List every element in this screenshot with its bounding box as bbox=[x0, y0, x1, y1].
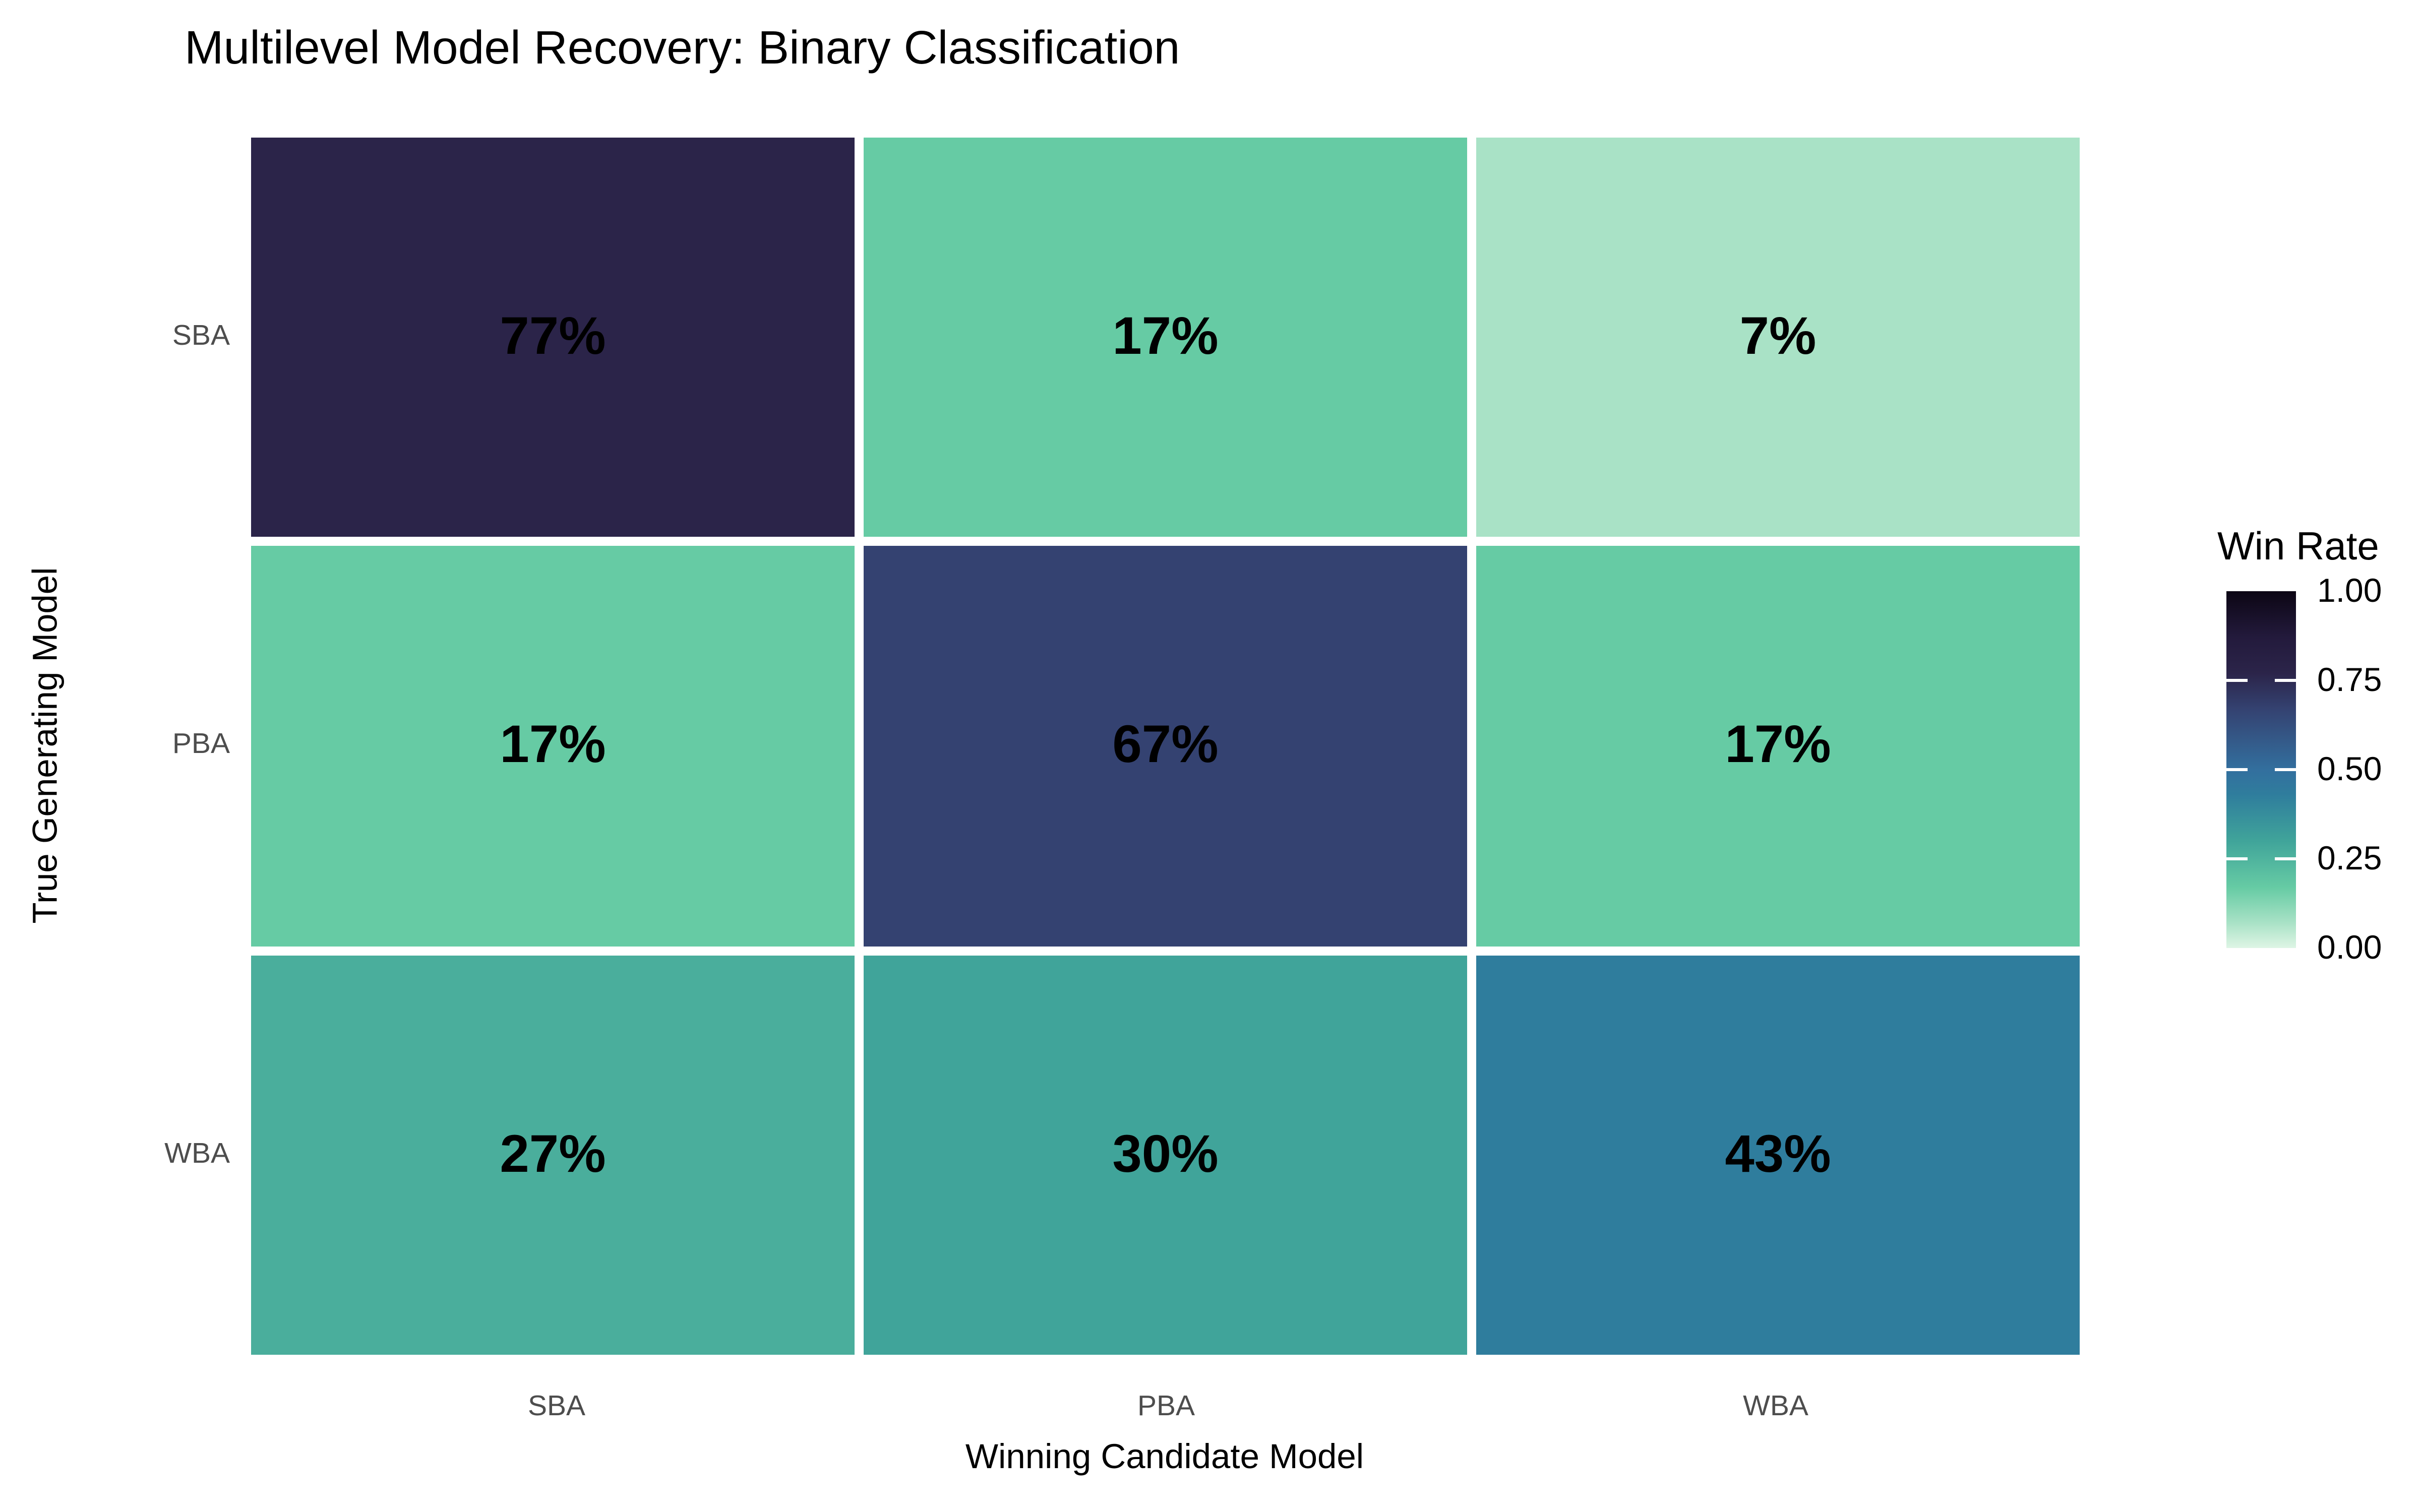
chart-title: Multilevel Model Recovery: Binary Classi… bbox=[185, 21, 1180, 74]
legend-tick-mark bbox=[2275, 679, 2296, 682]
y-axis-title: True Generating Model bbox=[25, 567, 65, 924]
heatmap-cell: 17% bbox=[1476, 546, 2080, 946]
heatmap-cell: 7% bbox=[1476, 138, 2080, 537]
legend-tick-mark bbox=[2226, 679, 2248, 682]
heatmap-cell: 17% bbox=[864, 138, 1467, 537]
heatmap-cell: 17% bbox=[251, 546, 855, 946]
legend-colorbar bbox=[2226, 591, 2296, 948]
heatmap-cell: 30% bbox=[864, 955, 1467, 1355]
heatmap-cell: 27% bbox=[251, 955, 855, 1355]
heatmap-cell: 77% bbox=[251, 138, 855, 537]
x-tick-label-pba: PBA bbox=[1137, 1391, 1195, 1423]
y-tick-label-wba: WBA bbox=[164, 1139, 230, 1170]
y-tick-label-pba: PBA bbox=[172, 729, 230, 761]
x-axis-title: Winning Candidate Model bbox=[965, 1436, 1364, 1476]
legend-tick-mark bbox=[2226, 768, 2248, 771]
legend-tick-mark bbox=[2226, 857, 2248, 860]
legend-tick-mark bbox=[2275, 768, 2296, 771]
heatmap-cell: 43% bbox=[1476, 955, 2080, 1355]
legend-tick-label: 1.00 bbox=[2317, 572, 2382, 609]
legend-tick-label: 0.75 bbox=[2317, 661, 2382, 699]
legend-tick-label: 0.00 bbox=[2317, 928, 2382, 966]
plot-area: 77% 17% 7% 17% 67% 17% 27% 30% 43% bbox=[251, 138, 2080, 1355]
legend-tick-label: 0.50 bbox=[2317, 750, 2382, 788]
legend-tick-mark bbox=[2275, 857, 2296, 860]
legend-title: Win Rate bbox=[2217, 523, 2379, 569]
legend-tick-label: 0.25 bbox=[2317, 839, 2382, 877]
heatmap-cell: 67% bbox=[864, 546, 1467, 946]
x-tick-label-sba: SBA bbox=[527, 1391, 586, 1423]
x-tick-label-wba: WBA bbox=[1743, 1391, 1808, 1423]
y-tick-label-sba: SBA bbox=[172, 321, 230, 352]
